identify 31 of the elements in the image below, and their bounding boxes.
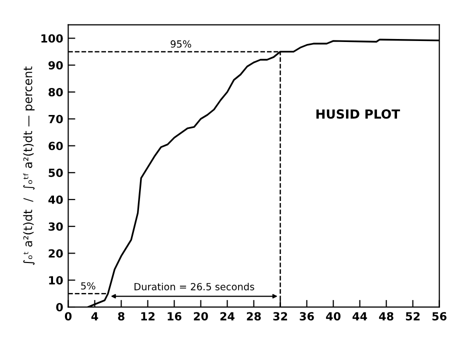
ref-line-label: 5% <box>81 282 96 290</box>
y-tick-label: 70 <box>48 114 63 124</box>
y-tick-label: 40 <box>48 195 63 204</box>
y-tick-label: 80 <box>48 88 63 96</box>
ref-line-label: 95% <box>170 40 192 48</box>
y-tick-label: 0 <box>56 302 63 312</box>
x-tick-label: 36 <box>300 312 314 320</box>
y-tick-label: 20 <box>48 249 63 258</box>
x-tick-label: 4 <box>91 312 98 320</box>
x-tick-label: 28 <box>246 312 261 320</box>
annotation: HUSID PLOT <box>316 109 400 119</box>
x-tick-label: 8 <box>118 312 124 320</box>
x-tick-label: 56 <box>432 312 446 320</box>
x-tick-label: 16 <box>168 312 182 320</box>
y-tick-label: 30 <box>48 222 63 231</box>
x-tick-label: 20 <box>194 312 208 320</box>
x-tick-label: 24 <box>220 312 234 320</box>
x-tick-label: 0 <box>64 312 72 320</box>
y-tick-label: 100 <box>41 34 63 43</box>
x-tick-label: 52 <box>406 312 420 320</box>
x-tick-label: 40 <box>326 312 341 320</box>
x-tick-label: 44 <box>352 312 368 320</box>
x-tick-label: 48 <box>379 312 394 320</box>
y-tick-label: 10 <box>49 276 63 285</box>
y-axis-title: ∫ₒᵗ a²(t)dt / ∫ₒᵗᶠ a²(t)dt — percent <box>23 66 35 265</box>
annotation: Duration = 26.5 seconds <box>134 282 254 290</box>
y-tick-label: 90 <box>48 61 63 70</box>
x-tick-label: 32 <box>273 312 288 320</box>
y-tick-label: 50 <box>48 168 63 178</box>
x-tick-label: 12 <box>141 312 155 320</box>
y-tick-label: 60 <box>48 142 63 150</box>
